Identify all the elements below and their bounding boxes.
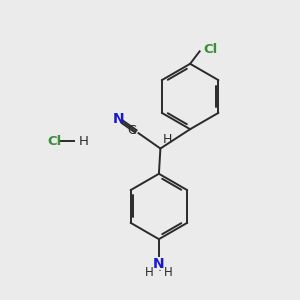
Text: C: C [128,124,136,137]
Text: N: N [153,257,165,271]
Text: Cl: Cl [47,135,62,148]
Text: H: H [162,133,172,146]
Text: ·: · [158,265,161,278]
Text: N: N [112,112,124,126]
Text: Cl: Cl [203,43,218,56]
Text: H: H [145,266,154,279]
Text: H: H [79,135,88,148]
Text: H: H [164,266,173,279]
